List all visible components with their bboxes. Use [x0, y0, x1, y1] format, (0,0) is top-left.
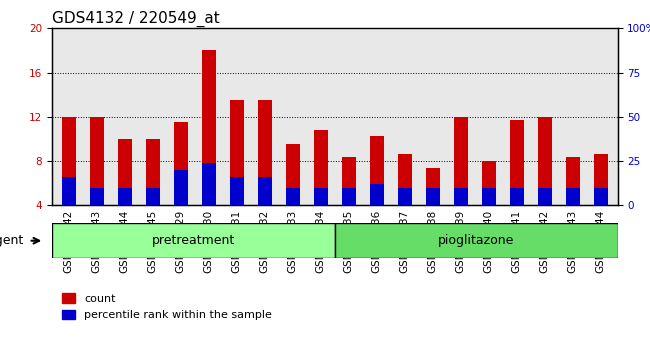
Bar — [314, 130, 328, 205]
Bar — [146, 139, 160, 205]
Bar — [118, 188, 132, 205]
Bar — [454, 188, 468, 205]
FancyBboxPatch shape — [52, 223, 335, 258]
Bar — [314, 188, 328, 205]
Bar — [398, 154, 411, 205]
Bar — [510, 120, 524, 205]
Bar — [146, 188, 160, 205]
Bar — [566, 188, 580, 205]
Bar — [286, 144, 300, 205]
Bar — [370, 184, 384, 205]
Text: pretreatment: pretreatment — [151, 234, 235, 247]
Bar — [90, 117, 104, 205]
Text: agent: agent — [0, 234, 23, 247]
Bar — [538, 117, 552, 205]
Bar — [593, 188, 608, 205]
Legend: count, percentile rank within the sample: count, percentile rank within the sample — [58, 289, 276, 325]
Bar — [118, 139, 132, 205]
Text: pioglitazone: pioglitazone — [438, 234, 514, 247]
Bar — [258, 100, 272, 205]
Bar — [342, 156, 356, 205]
Bar — [202, 51, 216, 205]
Bar — [229, 100, 244, 205]
Bar — [482, 188, 496, 205]
Bar — [62, 177, 76, 205]
Bar — [62, 117, 76, 205]
FancyBboxPatch shape — [335, 223, 618, 258]
Bar — [426, 188, 440, 205]
Text: GDS4132 / 220549_at: GDS4132 / 220549_at — [52, 11, 220, 27]
Bar — [229, 177, 244, 205]
Bar — [566, 156, 580, 205]
Bar — [593, 154, 608, 205]
Bar — [90, 188, 104, 205]
Bar — [286, 188, 300, 205]
Bar — [510, 188, 524, 205]
Bar — [258, 177, 272, 205]
Bar — [174, 122, 188, 205]
Bar — [398, 188, 411, 205]
Bar — [174, 170, 188, 205]
Bar — [538, 188, 552, 205]
Bar — [370, 136, 384, 205]
Bar — [426, 168, 440, 205]
Bar — [202, 163, 216, 205]
Bar — [454, 117, 468, 205]
Bar — [342, 188, 356, 205]
Bar — [482, 161, 496, 205]
